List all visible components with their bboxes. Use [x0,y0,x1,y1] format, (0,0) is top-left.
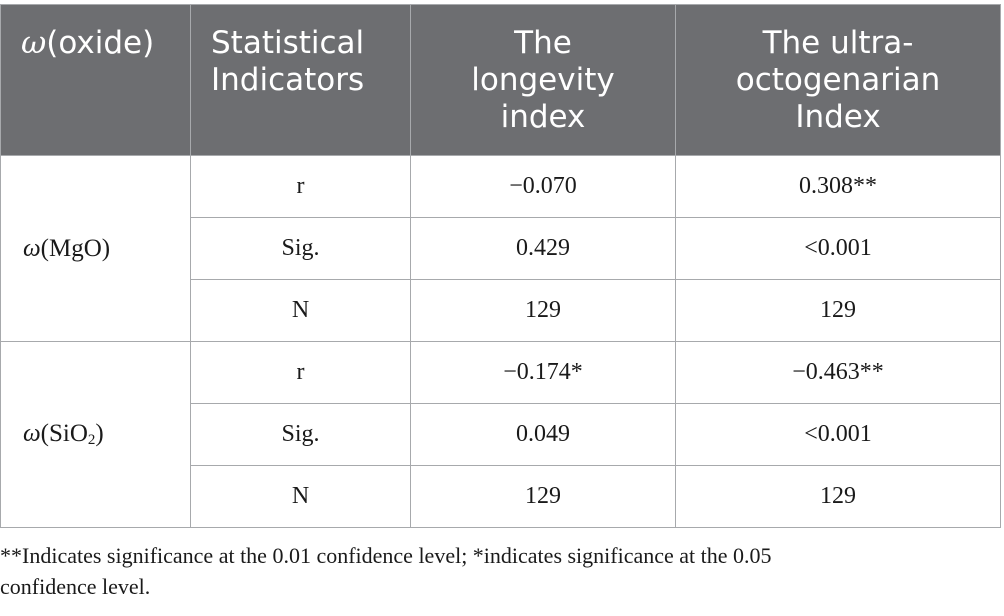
table-footnote: **Indicates significance at the 0.01 con… [0,540,1000,602]
ultra-cell: 0.308** [675,155,1001,218]
table-body: ω(MgO) r −0.070 0.308** Sig. 0.429 <0.00… [0,155,1001,528]
ultra-cell: −0.463** [675,341,1001,404]
header-line: Index [795,99,881,135]
indicator-cell: Sig. [190,217,411,280]
table-row: ω(MgO) r −0.070 0.308** [0,155,1001,342]
header-line: The [514,25,572,61]
correlation-table: ω(oxide) Statistical Indicators The long… [0,4,1001,528]
correlation-table-container: ω(oxide) Statistical Indicators The long… [0,4,1001,528]
ultra-cell: <0.001 [675,403,1001,466]
indicator-cell: N [190,465,411,528]
header-ultra-octogenarian-index: The ultra- octogenarian Index [675,4,1001,156]
table-row: Sig. 0.049 <0.001 [1,403,1001,466]
longevity-cell: 0.429 [410,217,676,280]
header-row: ω(oxide) Statistical Indicators The long… [0,4,1001,156]
header-line: Statistical [211,25,365,61]
header-line: The ultra- [762,25,914,61]
indicator-cell: r [190,155,411,218]
omega-symbol: ω [21,25,47,61]
footnote-line: confidence level. [0,574,151,599]
header-oxide-label: (oxide) [46,25,155,61]
header-statistical-indicators: Statistical Indicators [190,4,411,156]
indicator-cell: r [190,341,411,404]
header-line: Indicators [211,62,365,98]
longevity-cell: 0.049 [410,403,676,466]
longevity-cell: −0.174* [410,341,676,404]
group-label-mgo: ω(MgO) [0,155,191,342]
table-row: Sig. 0.429 <0.001 [1,217,1001,280]
header-oxide: ω(oxide) [0,4,191,156]
header-longevity-index: The longevity index [410,4,676,156]
longevity-cell: 129 [410,465,676,528]
indicator-cell: N [190,279,411,342]
table-row: ω(SiO2) r −0.174* −0.463** [0,341,1001,528]
header-line: octogenarian [735,62,941,98]
indicator-cell: Sig. [190,403,411,466]
ultra-cell: 129 [675,465,1001,528]
table-row: N 129 129 [1,465,1001,528]
longevity-cell: 129 [410,279,676,342]
group-label-sio2: ω(SiO2) [0,341,191,528]
header-line: longevity [471,62,615,98]
ultra-cell: 129 [675,279,1001,342]
header-line: index [500,99,586,135]
longevity-cell: −0.070 [410,155,676,218]
ultra-cell: <0.001 [675,217,1001,280]
footnote-line: **Indicates significance at the 0.01 con… [0,543,772,568]
table-header: ω(oxide) Statistical Indicators The long… [0,4,1001,156]
